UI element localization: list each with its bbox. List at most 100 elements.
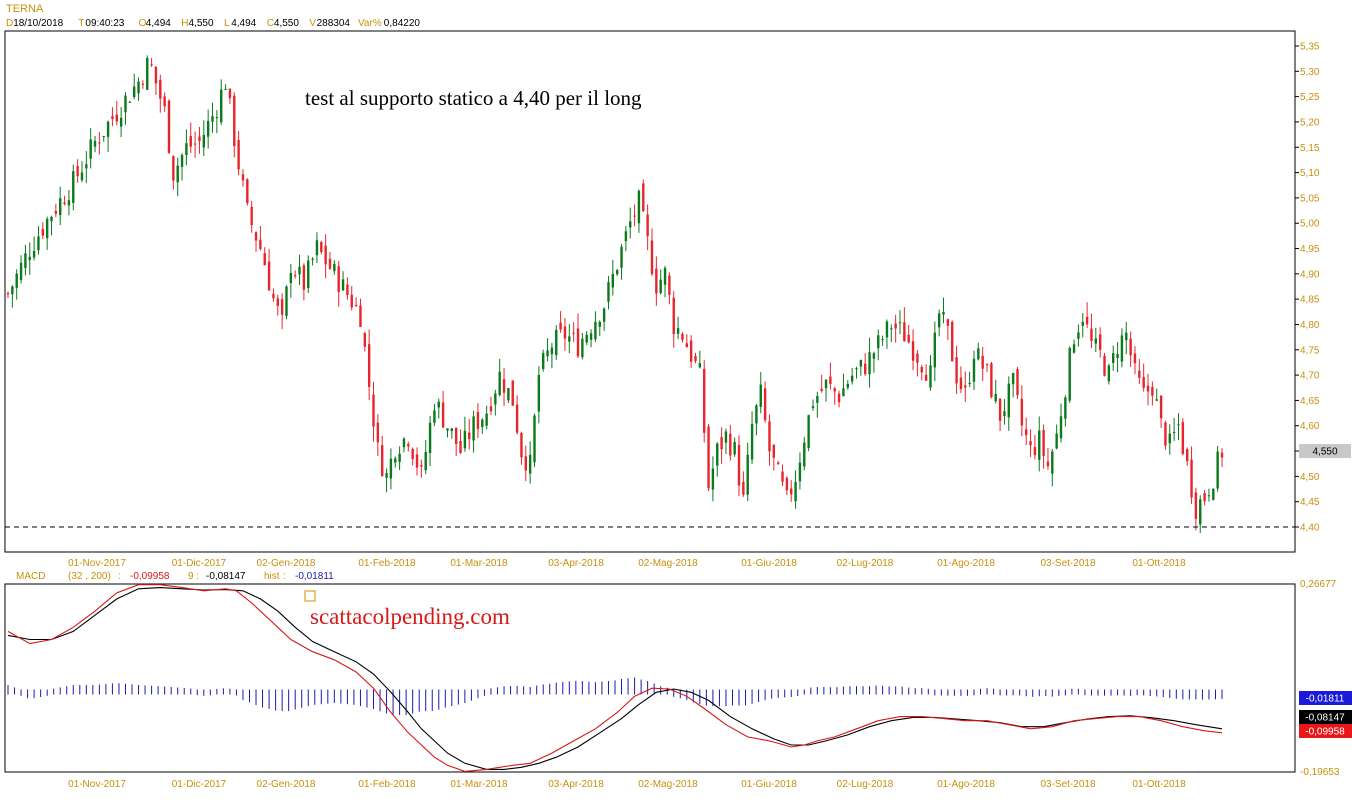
price-tick-label: 4,40: [1300, 523, 1320, 534]
candle-body: [1046, 461, 1050, 467]
candle-body: [494, 393, 497, 405]
candle-body: [1207, 495, 1211, 497]
candle-body: [50, 216, 53, 222]
candle-body: [428, 422, 432, 453]
quote-value: 09:40:23: [85, 18, 124, 29]
price-tick-label: 4,90: [1300, 269, 1320, 280]
candle-body: [72, 171, 75, 203]
candle-body: [581, 338, 584, 358]
candle-body: [1103, 355, 1106, 376]
candle-body: [6, 293, 10, 295]
candle-body: [146, 57, 149, 90]
candle-body: [742, 481, 745, 495]
candle-body: [994, 394, 997, 402]
candle-body: [602, 308, 606, 322]
candle-body: [681, 333, 684, 340]
macd-value: -0,09958: [130, 571, 170, 582]
macd-tick-label: -0,19653: [1300, 767, 1340, 778]
candle-body: [833, 388, 836, 392]
candle-body: [572, 332, 575, 334]
candle-body: [1172, 431, 1176, 433]
candle-body: [515, 404, 519, 433]
quote-value: 4,550: [274, 18, 299, 29]
price-x-tick-label: 01-Giu-2018: [741, 558, 797, 569]
candle-body: [385, 473, 388, 478]
candle-body: [502, 379, 506, 393]
candle-body: [746, 454, 749, 495]
candle-body: [141, 83, 145, 85]
candle-body: [659, 279, 662, 294]
candle-body: [193, 143, 197, 145]
candle-body: [528, 454, 532, 474]
macd-x-tick-label: 01-Feb-2018: [358, 779, 416, 790]
candle-body: [1038, 430, 1041, 460]
candle-body: [24, 253, 27, 268]
candle-body: [942, 312, 945, 315]
candle-body: [346, 284, 349, 296]
quote-value: 18/10/2018: [13, 18, 63, 29]
price-tick-label: 5,30: [1300, 67, 1320, 78]
macd-x-tick-label: 01-Dic-2017: [172, 779, 227, 790]
candle-body: [102, 135, 105, 137]
candle-body: [1064, 397, 1067, 419]
quote-key: C: [267, 18, 274, 29]
candle-body: [1185, 449, 1189, 462]
quote-value: 4,494: [146, 18, 171, 29]
price-tick-label: 5,10: [1300, 168, 1320, 179]
candle-body: [916, 353, 919, 363]
candle-body: [790, 488, 793, 495]
candle-body: [655, 268, 658, 294]
macd-value-box-label: -0,08147: [1305, 713, 1345, 724]
quote-key: V: [309, 18, 316, 29]
candle-body: [459, 441, 462, 453]
macd-x-tick-label: 01-Ott-2018: [1132, 779, 1186, 790]
candle-body: [267, 261, 271, 291]
candle-body: [233, 95, 236, 147]
macd-x-tick-label: 02-Gen-2018: [257, 779, 316, 790]
candle-body: [937, 313, 941, 328]
candle-body: [772, 444, 776, 458]
candle-body: [163, 96, 166, 107]
candle-body: [703, 368, 706, 433]
candle-body: [1203, 493, 1206, 502]
candle-body: [707, 426, 710, 489]
candle-body: [881, 339, 884, 341]
candle-body: [1098, 334, 1102, 350]
price-tick-label: 5,35: [1300, 42, 1320, 53]
candle-body: [354, 304, 358, 306]
price-x-tick-label: 01-Dic-2017: [172, 558, 227, 569]
watermark-text: scattacolpending.com: [310, 604, 510, 629]
candle-body: [615, 270, 619, 275]
candle-body: [859, 359, 863, 367]
candle-body: [276, 298, 279, 306]
candle-body: [689, 340, 693, 362]
candle-body: [824, 379, 828, 389]
candle-body: [1024, 429, 1028, 436]
candle-body: [1059, 416, 1063, 439]
candle-body: [302, 265, 306, 290]
candle-body: [816, 395, 819, 403]
candle-body: [1125, 332, 1128, 341]
candle-body: [433, 410, 436, 423]
candle-body: [811, 406, 815, 409]
candle-body: [359, 305, 362, 328]
candle-body: [15, 273, 18, 288]
candle-body: [1177, 424, 1180, 426]
candle-body: [855, 368, 858, 370]
candle-body: [929, 365, 932, 388]
candle-body: [1107, 365, 1111, 382]
price-x-tick-label: 02-Mag-2018: [638, 558, 698, 569]
macd-value-box-label: -0,09958: [1305, 727, 1345, 738]
candle-body: [381, 445, 384, 476]
candle-body: [885, 321, 889, 338]
candle-body: [307, 260, 310, 288]
candle-body: [220, 89, 223, 123]
candle-body: [1085, 316, 1089, 325]
candle-body: [685, 343, 688, 348]
price-tick-label: 4,70: [1300, 371, 1320, 382]
candle-body: [1081, 321, 1084, 326]
candle-body: [968, 382, 971, 384]
candle-body: [54, 211, 58, 214]
